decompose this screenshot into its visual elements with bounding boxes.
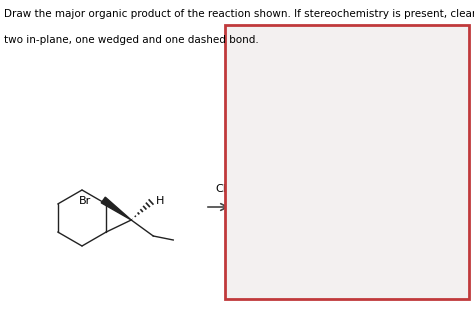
Text: CH: CH [215, 184, 231, 194]
Text: Br: Br [79, 196, 91, 206]
Text: two in-plane, one wedged and one dashed bond.: two in-plane, one wedged and one dashed … [4, 35, 258, 45]
Polygon shape [101, 197, 131, 220]
Text: H: H [156, 196, 164, 206]
Text: OH: OH [229, 184, 246, 194]
Text: Draw the major organic product of the reaction shown. If stereochemistry is pres: Draw the major organic product of the re… [4, 9, 474, 20]
Text: 3: 3 [225, 187, 230, 196]
